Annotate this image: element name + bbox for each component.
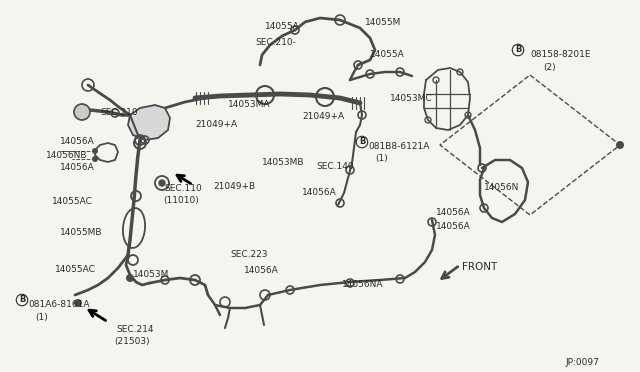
Text: FRONT: FRONT <box>462 262 497 272</box>
Polygon shape <box>128 105 170 140</box>
Text: 14056A: 14056A <box>60 137 95 146</box>
Text: 14056A: 14056A <box>244 266 279 275</box>
Text: 14053M: 14053M <box>133 270 170 279</box>
Text: 14055AC: 14055AC <box>52 197 93 206</box>
Text: SEC.110: SEC.110 <box>164 184 202 193</box>
Text: B: B <box>359 138 365 147</box>
Text: 081B8-6121A: 081B8-6121A <box>368 142 429 151</box>
Text: JP:0097: JP:0097 <box>565 358 599 367</box>
Text: SEC.223: SEC.223 <box>230 250 268 259</box>
Text: (11010): (11010) <box>163 196 199 205</box>
Text: B: B <box>515 45 521 55</box>
Text: 14055A: 14055A <box>370 50 404 59</box>
Text: 08158-8201E: 08158-8201E <box>530 50 591 59</box>
Text: 081A6-8161A: 081A6-8161A <box>28 300 90 309</box>
Text: 14056A: 14056A <box>436 222 471 231</box>
Circle shape <box>74 104 90 120</box>
Text: 14056A: 14056A <box>302 188 337 197</box>
Text: 14056A: 14056A <box>60 163 95 172</box>
Text: SEC.214: SEC.214 <box>116 325 154 334</box>
Text: 14055AC: 14055AC <box>55 265 96 274</box>
Text: SEC.210-: SEC.210- <box>255 38 296 47</box>
Text: (1): (1) <box>35 313 48 322</box>
Text: (21503): (21503) <box>114 337 150 346</box>
Text: 14056NA: 14056NA <box>342 280 383 289</box>
Text: SEC.210: SEC.210 <box>100 108 138 117</box>
Text: 21049+A: 21049+A <box>195 120 237 129</box>
Circle shape <box>92 148 98 154</box>
Circle shape <box>126 274 134 282</box>
Text: 14055M: 14055M <box>365 18 401 27</box>
Text: 14053MB: 14053MB <box>262 158 305 167</box>
Text: SEC.140: SEC.140 <box>316 162 354 171</box>
Text: 14056NB: 14056NB <box>46 151 88 160</box>
Text: 14056N: 14056N <box>484 183 520 192</box>
Circle shape <box>92 156 98 162</box>
Text: 21049+B: 21049+B <box>213 182 255 191</box>
Text: 14053MA: 14053MA <box>228 100 271 109</box>
Text: 21049+A: 21049+A <box>302 112 344 121</box>
Circle shape <box>159 180 165 186</box>
Text: (2): (2) <box>543 63 556 72</box>
Text: 14055A: 14055A <box>265 22 300 31</box>
Text: 14055MB: 14055MB <box>60 228 102 237</box>
Text: B: B <box>19 295 25 305</box>
Circle shape <box>616 141 624 149</box>
Text: 14056A: 14056A <box>436 208 471 217</box>
Text: (1): (1) <box>375 154 388 163</box>
Circle shape <box>74 299 82 307</box>
Text: 14053MC: 14053MC <box>390 94 433 103</box>
